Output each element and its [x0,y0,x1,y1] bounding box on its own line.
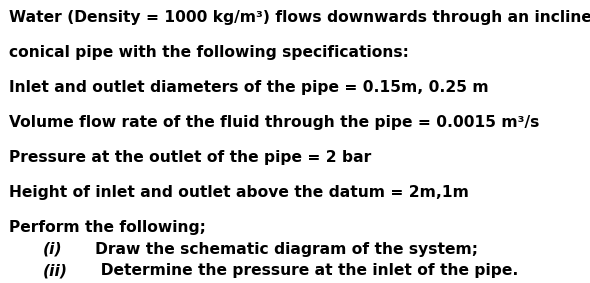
Text: Height of inlet and outlet above the datum = 2m,1m: Height of inlet and outlet above the dat… [9,185,469,200]
Text: Water (Density = 1000 kg/m³) flows downwards through an inclined: Water (Density = 1000 kg/m³) flows downw… [9,10,590,25]
Text: Pressure at the outlet of the pipe = 2 bar: Pressure at the outlet of the pipe = 2 b… [9,150,372,165]
Text: (i): (i) [42,242,62,257]
Text: conical pipe with the following specifications:: conical pipe with the following specific… [9,45,409,60]
Text: Determine the pressure at the inlet of the pipe.: Determine the pressure at the inlet of t… [90,263,518,278]
Text: Draw the schematic diagram of the system;: Draw the schematic diagram of the system… [79,242,478,257]
Text: Perform the following;: Perform the following; [9,220,206,235]
Text: Inlet and outlet diameters of the pipe = 0.15m, 0.25 m: Inlet and outlet diameters of the pipe =… [9,80,489,95]
Text: Volume flow rate of the fluid through the pipe = 0.0015 m³/s: Volume flow rate of the fluid through th… [9,115,540,130]
Text: (ii): (ii) [42,263,67,278]
